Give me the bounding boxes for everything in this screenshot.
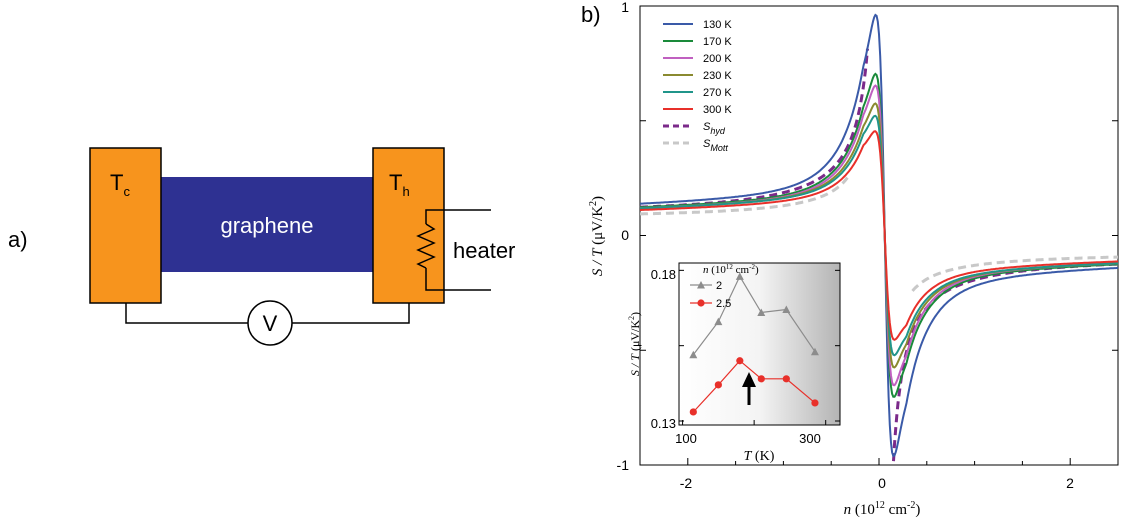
- legend-label: 130 K: [703, 19, 732, 31]
- x-tick-label: 2: [1066, 475, 1074, 491]
- inset-legend-marker: [697, 299, 705, 307]
- inset-data-point: [736, 357, 744, 365]
- x-tick-label: -2: [680, 475, 693, 491]
- legend-entry: 270 K: [663, 87, 732, 99]
- inset-data-point: [757, 308, 766, 317]
- inset-x-axis-label: T (K): [744, 449, 775, 464]
- inset-data-point: [735, 272, 744, 280]
- legend-entry: 200 K: [663, 53, 732, 65]
- cold-label: Tc: [110, 170, 130, 199]
- inset-legend-title: n (1012 cm-2): [703, 263, 759, 276]
- inset-legend-marker: [697, 281, 705, 289]
- inset-x-tick-label: 300: [799, 431, 821, 446]
- legend-entry: 170 K: [663, 36, 732, 48]
- legend-label: 170 K: [703, 36, 732, 48]
- inset-chart: 0.18 0.13 100 300 T (K) S / T (μV/K2) n …: [627, 262, 841, 464]
- inset-x-tick-label: 100: [675, 431, 697, 446]
- legend-label: Shyd: [703, 121, 726, 136]
- legend-label: 300 K: [703, 104, 732, 116]
- hot-contact: [372, 147, 445, 304]
- resistor-zigzag-icon: [416, 209, 491, 291]
- x-tick-label: 0: [878, 475, 886, 491]
- legend-entry: Shyd: [663, 121, 726, 136]
- inset-data-point: [782, 305, 791, 314]
- inset-legend-entry: 2.5: [690, 298, 731, 310]
- y-tick-label: -1: [617, 457, 630, 473]
- cold-contact: [89, 147, 162, 304]
- inset-legend-entry: 2: [690, 280, 722, 292]
- legend-label: 230 K: [703, 70, 732, 82]
- up-arrow-icon: [742, 372, 756, 405]
- series-line: [640, 130, 1119, 341]
- y-tick-label: 0: [621, 227, 629, 243]
- thermo-circuit-diagram: a) Tc Th graphene heater V: [8, 147, 515, 346]
- inset-axis-ticks: [679, 269, 840, 425]
- main-axis-ticks: [640, 5, 1118, 466]
- reference-curve: [639, 48, 869, 209]
- legend-entry: 130 K: [663, 19, 732, 31]
- main-curves: [639, 13, 1119, 462]
- voltmeter-wiring: [125, 303, 410, 324]
- inset-data-point: [689, 350, 698, 359]
- heater-label: heater: [453, 238, 515, 263]
- series-line: [639, 13, 1119, 458]
- inset-y-tick-label: 0.18: [651, 267, 676, 282]
- legend-label: 200 K: [703, 53, 732, 65]
- inset-data-point: [714, 317, 723, 326]
- voltmeter-symbol: V: [263, 311, 278, 336]
- main-chart: 1 0 -1 -2 0 2 n (1012 cm-2) S / T (μV/K2…: [588, 0, 1119, 518]
- inset-legend: 22.5: [690, 280, 731, 310]
- panel-a-label: a): [8, 227, 28, 252]
- legend-label: 270 K: [703, 87, 732, 99]
- legend-entry: 230 K: [663, 70, 732, 82]
- graphene-label: graphene: [221, 213, 314, 238]
- graphene-channel: [160, 177, 374, 272]
- series-line: [639, 72, 1118, 398]
- inset-series-line: [692, 275, 816, 356]
- y-axis-label: S / T (μV/K2): [588, 196, 606, 276]
- series-line: [639, 114, 1119, 357]
- inset-data-point: [782, 375, 790, 383]
- legend-label: SMott: [703, 138, 728, 153]
- y-tick-label: 1: [621, 0, 629, 15]
- inset-data-point: [810, 347, 819, 356]
- inset-legend-label: 2.5: [716, 298, 731, 310]
- inset-y-axis-label: S / T (μV/K2): [627, 312, 642, 376]
- inset-data-point: [811, 399, 819, 407]
- legend-entry: SMott: [663, 138, 728, 153]
- inset-series: [689, 272, 819, 416]
- voltmeter-circle-icon: V: [247, 300, 293, 346]
- main-legend: 130 K 170 K 200 K 230 K 270 K 300 K Shyd SMott: [663, 19, 732, 153]
- reference-curve: [911, 255, 1118, 292]
- x-axis-label: n (1012 cm-2): [844, 500, 921, 518]
- inset-series-line: [692, 359, 816, 413]
- legend-entry: 300 K: [663, 104, 732, 116]
- inset-data-point: [714, 381, 722, 389]
- inset-data-point: [689, 408, 697, 416]
- inset-data-point: [757, 375, 765, 383]
- inset-legend-label: 2: [716, 280, 722, 292]
- reference-curve: [640, 176, 849, 216]
- panel-b-label: b): [581, 2, 601, 27]
- inset-y-tick-label: 0.13: [651, 416, 676, 431]
- hot-label: Th: [389, 170, 410, 199]
